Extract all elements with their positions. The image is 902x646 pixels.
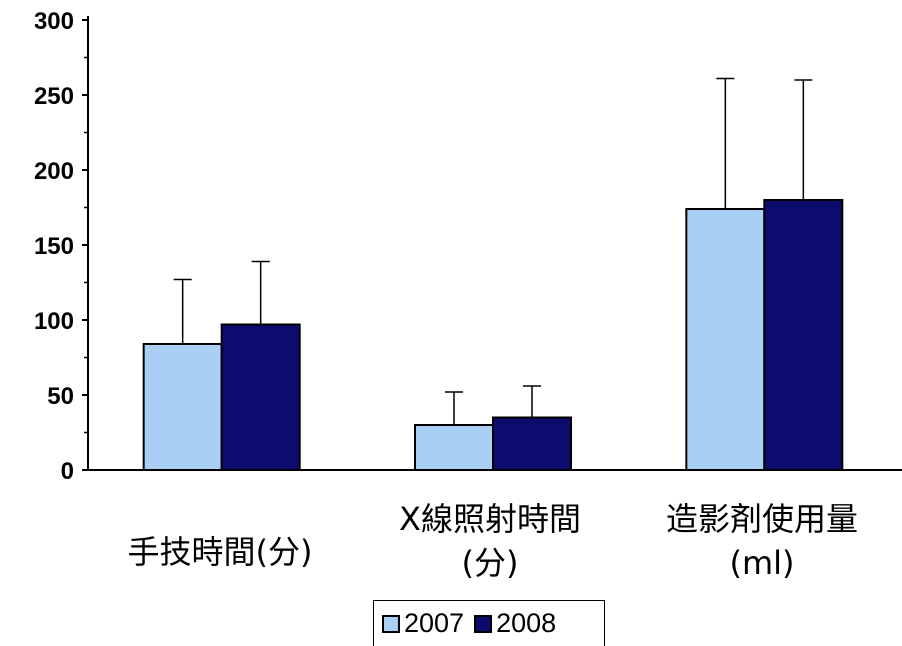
y-tick-label: 0 <box>61 458 74 485</box>
category-label-1: X線照射時間 (分) <box>360 497 620 585</box>
bar-2007-cat-2 <box>685 208 766 471</box>
bar-2008-cat-2 <box>763 199 844 471</box>
legend: 2007 2008 <box>373 600 605 646</box>
category-label-2-line-1: (ml) <box>729 544 795 582</box>
legend-swatch-2008 <box>474 614 493 633</box>
error-bars <box>173 77 813 425</box>
bar-2007-cat-1 <box>414 424 494 471</box>
y-tick-label: 250 <box>34 83 74 110</box>
bar-2008-cat-0 <box>220 323 301 471</box>
y-tick-label: 100 <box>34 308 74 335</box>
legend-item-2008: 2008 <box>474 608 556 639</box>
bar-2007-cat-0 <box>142 343 223 471</box>
legend-item-2007: 2007 <box>382 608 464 639</box>
y-tick-label: 50 <box>47 383 74 410</box>
category-label-0: 手技時間(分) <box>90 530 350 574</box>
legend-label-2008: 2008 <box>496 608 557 638</box>
category-label-2-line-0: 造影剤使用量 <box>665 500 858 538</box>
category-label-2: 造影剤使用量 (ml) <box>630 497 894 585</box>
y-tick-label: 300 <box>34 8 74 35</box>
y-axis: 0 50 100 150 200 250 300 <box>34 8 89 485</box>
y-tick-label: 200 <box>34 158 74 185</box>
category-label-1-line-0: X線照射時間 <box>399 500 581 538</box>
y-tick-label: 150 <box>34 233 74 260</box>
legend-swatch-2007 <box>382 614 400 633</box>
bars <box>142 199 844 471</box>
bar-2008-cat-1 <box>492 416 572 471</box>
legend-label-2007: 2007 <box>404 608 465 638</box>
category-label-1-line-1: (分) <box>461 544 519 582</box>
category-label-0-line-0: 手技時間(分) <box>127 533 313 571</box>
